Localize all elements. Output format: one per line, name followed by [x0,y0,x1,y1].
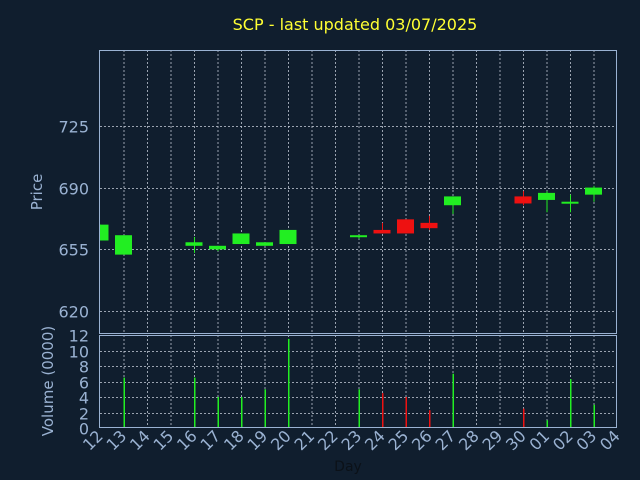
volume-bar [429,410,431,428]
candle-body [256,242,273,246]
candle-body [420,222,438,229]
candle-body [514,196,532,204]
volume-bar [194,377,196,428]
price-axis-label: Price [28,174,46,211]
volume-bar [593,404,595,428]
volume-tick-label: 0 [79,420,89,439]
candle-body [185,242,203,246]
volume-bar [382,393,384,428]
candle-body [209,245,226,250]
volume-bars [123,338,595,428]
volume-bar [241,397,243,428]
price-frame [99,50,617,334]
candle-body [350,235,367,238]
volume-tick-label: 12 [69,327,89,346]
candle-body [585,187,602,195]
volume-bar [217,397,219,428]
volume-tick-label: 6 [79,374,89,393]
price-candles [100,185,602,255]
volume-frame [99,335,617,428]
volume-bar [264,389,266,428]
volume-bar [452,373,454,428]
price-tick-label: 690 [58,180,89,199]
volume-bar [570,379,572,428]
candle-body [538,192,555,200]
price-tick-label: 655 [58,241,89,260]
candle-body [100,224,109,241]
x-ticks: 1213141516171819202122232425262728293001… [79,426,624,454]
price-tick-label: 620 [58,303,89,322]
price-grid [100,50,616,334]
candle-body [561,201,579,204]
volume-axis-label: Volume (0000) [39,326,57,436]
candle-body [397,219,414,234]
candle-body [279,229,297,245]
volume-grid [100,335,616,428]
price-y-ticks: 620 655 690 725 [58,118,89,322]
volume-bar [523,408,525,428]
volume-tick-label: 8 [79,358,89,377]
price-tick-label: 725 [58,118,89,137]
volume-bar [123,377,125,428]
volume-bar [358,389,360,428]
candle-body [232,233,250,245]
volume-bar [288,338,290,428]
volume-bar [405,397,407,428]
candle-body [115,235,132,255]
candle-body [373,229,391,234]
volume-tick-label: 2 [79,405,89,424]
volume-tick-label: 4 [79,389,89,408]
candle-body [444,196,461,206]
price-panel: 620 655 690 725 Price [28,50,617,334]
x-tick-label: 04 [596,426,624,454]
volume-tick-label: 10 [69,343,89,362]
volume-bar [546,420,548,428]
x-axis-label: Day [334,459,362,475]
chart-title: SCP - last updated 03/07/2025 [233,15,478,34]
